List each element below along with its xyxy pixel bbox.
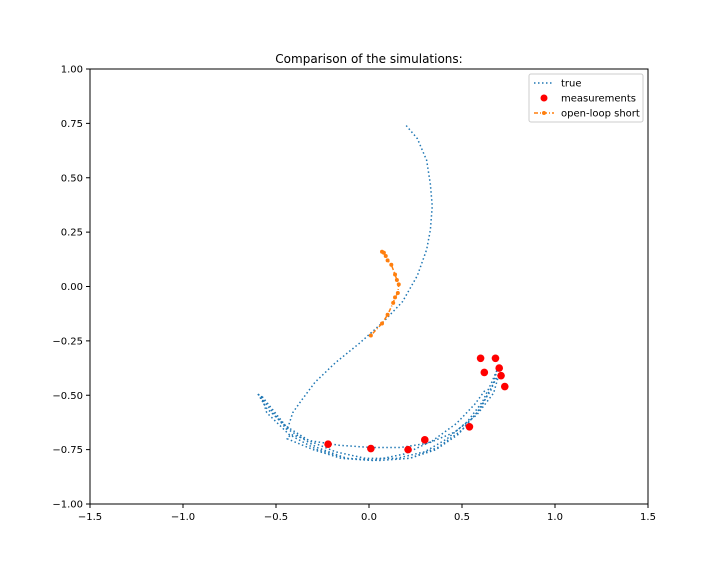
legend-marker-measurements [541,95,548,102]
x-tick-label: 1.0 [547,512,563,523]
measurement-point [466,423,474,431]
y-tick-label: 0.75 [61,119,83,130]
y-tick-label: −0.75 [52,445,83,456]
legend-label-open-loop: open-loop short [561,109,640,120]
legend: true measurements open-loop short [529,74,643,122]
open-loop-point [384,254,388,258]
measurement-point [495,364,503,372]
x-tick-label: 0.5 [454,512,470,523]
x-tick-label: −1.5 [78,512,102,523]
measurement-point [492,354,500,362]
open-loop-point [389,263,393,267]
legend-label-true: true [561,79,582,90]
legend-marker-open-loop [542,111,546,115]
y-tick-label: 0.50 [61,173,83,184]
chart-title: Comparison of the simulations: [275,52,462,66]
x-tick-label: 1.5 [640,512,656,523]
measurement-point [481,369,489,377]
measurement-point [501,383,509,391]
open-loop-point [393,273,397,277]
x-tick-label: 0.0 [361,512,377,523]
open-loop-point [380,321,384,325]
x-tick-label: −0.5 [264,512,288,523]
measurement-point [421,436,429,444]
open-loop-point [391,301,395,305]
measurement-point [477,354,485,362]
open-loop-point [386,313,390,317]
measurement-point [324,440,332,448]
measurement-point [404,446,412,454]
open-loop-point [386,258,390,262]
open-loop-point [396,291,400,295]
open-loop-point [397,282,401,286]
legend-label-measurements: measurements [561,94,636,105]
y-tick-label: 0.25 [61,228,83,239]
y-tick-label: −0.25 [52,336,83,347]
y-tick-label: −0.50 [52,391,83,402]
open-loop-point [393,295,397,299]
y-tick-label: 1.00 [61,65,83,76]
measurement-point [367,445,375,453]
open-loop-point [395,278,399,282]
y-tick-label: 0.00 [61,282,83,293]
open-loop-point [369,333,373,337]
y-tick-label: −1.00 [52,500,83,511]
plot-area [90,69,648,504]
x-tick-label: −1.0 [171,512,195,523]
measurement-point [497,372,505,380]
